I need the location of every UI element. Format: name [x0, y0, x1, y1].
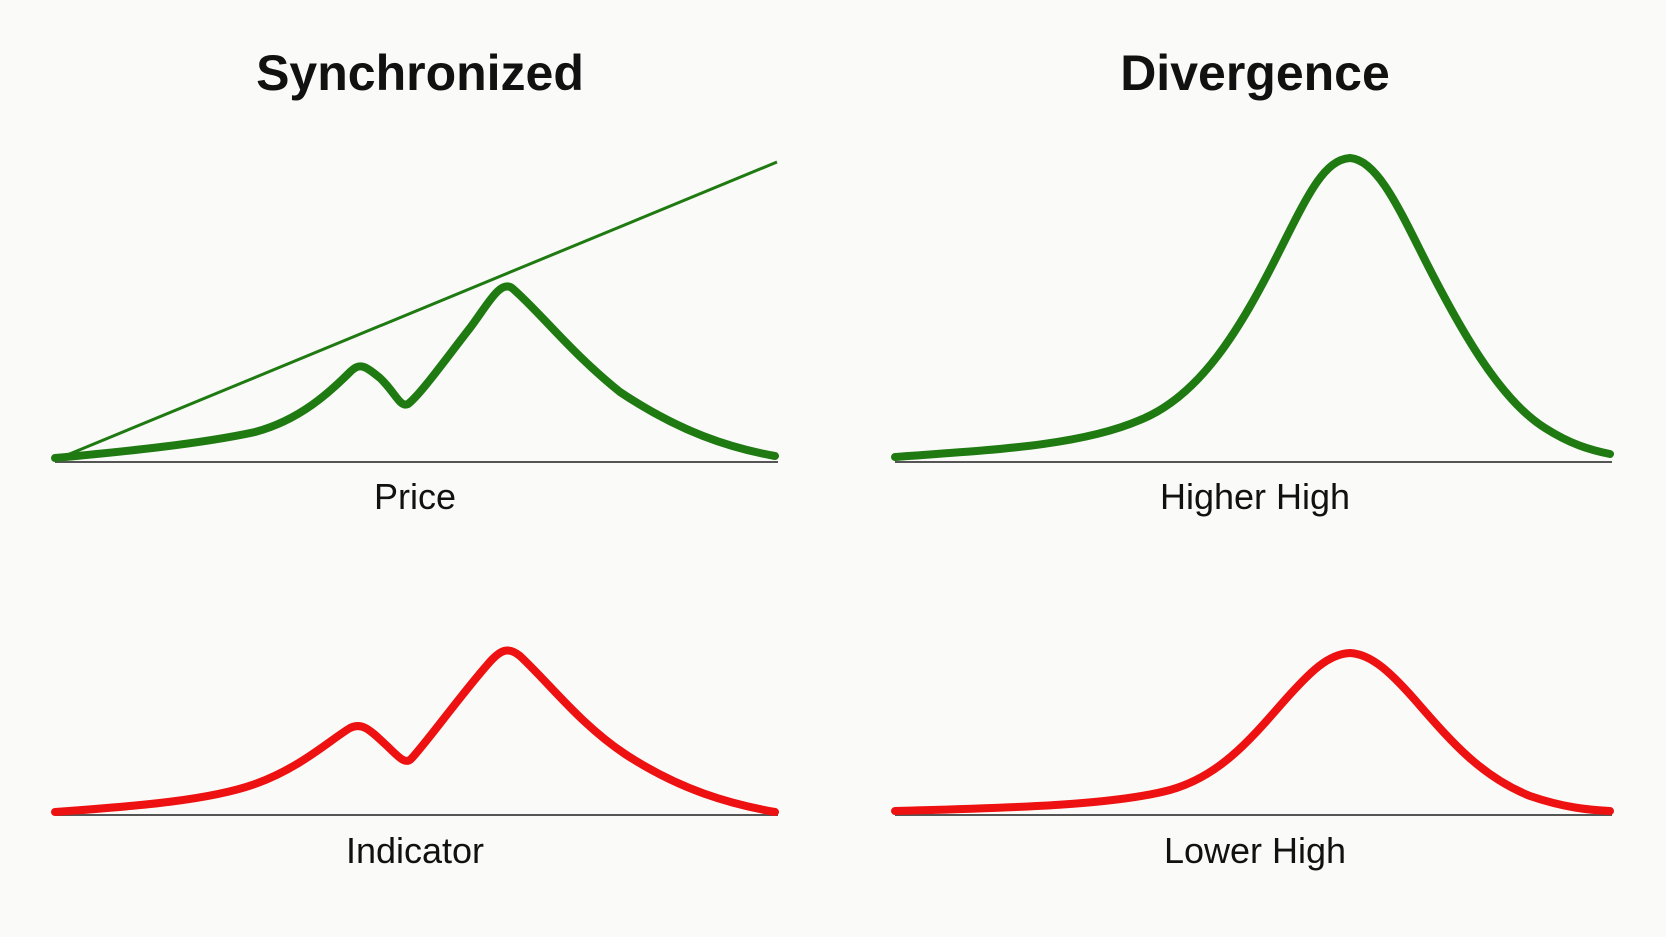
synchronized-price-chart	[51, 160, 779, 463]
divergence-indicator-curve	[891, 649, 1614, 815]
divergence-indicator-chart	[891, 649, 1614, 816]
synchronized-indicator-chart	[51, 646, 779, 816]
synchronized-price-curve	[51, 282, 779, 462]
lower-high-label: Lower High	[1163, 830, 1347, 871]
price-label: Price	[373, 476, 457, 517]
synchronized-indicator-curve	[51, 646, 779, 816]
divergence-title: Divergence	[1120, 45, 1390, 101]
synchronized-title: Synchronized	[256, 45, 584, 101]
indicator-label: Indicator	[345, 830, 485, 871]
synchronized-trendline	[54, 160, 778, 462]
higher-high-label: Higher High	[1159, 476, 1351, 517]
divergence-price-curve	[891, 154, 1614, 461]
divergence-price-chart	[891, 154, 1614, 463]
